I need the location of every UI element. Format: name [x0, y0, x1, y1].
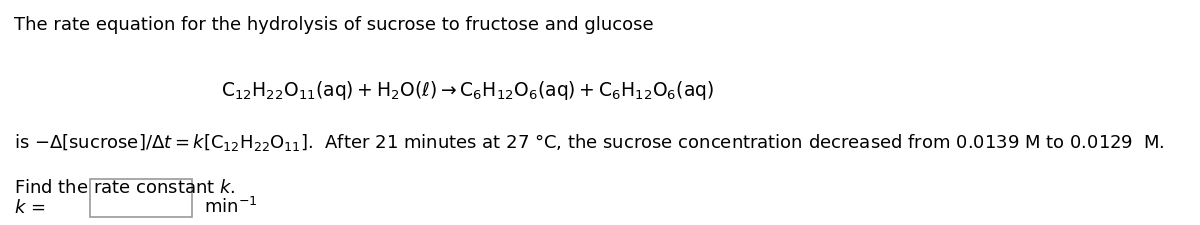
Text: min$^{-1}$: min$^{-1}$ — [204, 196, 258, 216]
Text: $k$ =: $k$ = — [14, 198, 46, 216]
Text: $\mathrm{C_{12}H_{22}O_{11}(aq) + H_2O(\ell) \rightarrow C_6H_{12}O_6(aq) + C_6H: $\mathrm{C_{12}H_{22}O_{11}(aq) + H_2O(\… — [221, 79, 715, 102]
FancyBboxPatch shape — [90, 179, 192, 217]
Text: is $-\Delta$[sucrose]$/\Delta t = k\mathrm{[C_{12}H_{22}O_{11}]}$.  After 21 min: is $-\Delta$[sucrose]$/\Delta t = k\math… — [14, 132, 1165, 153]
Text: The rate equation for the hydrolysis of sucrose to fructose and glucose: The rate equation for the hydrolysis of … — [14, 16, 654, 34]
Text: Find the rate constant $k$.: Find the rate constant $k$. — [14, 178, 236, 196]
